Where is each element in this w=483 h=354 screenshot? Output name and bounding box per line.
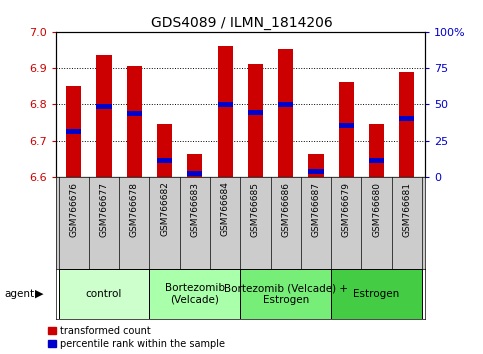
Text: GSM766681: GSM766681 <box>402 182 412 236</box>
Text: GSM766680: GSM766680 <box>372 182 381 236</box>
Bar <box>97 56 112 177</box>
Text: Estrogen: Estrogen <box>354 289 400 299</box>
Bar <box>339 123 354 128</box>
Bar <box>331 269 422 319</box>
Text: GSM766677: GSM766677 <box>99 182 109 236</box>
Text: GSM766682: GSM766682 <box>160 182 169 236</box>
Bar <box>66 86 81 177</box>
Text: GSM766676: GSM766676 <box>69 182 78 236</box>
Bar <box>369 158 384 163</box>
Text: control: control <box>86 289 122 299</box>
Text: GSM766685: GSM766685 <box>251 182 260 236</box>
Text: GSM766684: GSM766684 <box>221 182 229 236</box>
Bar <box>127 66 142 177</box>
Bar <box>241 269 331 319</box>
Bar <box>309 169 324 174</box>
Text: GSM766686: GSM766686 <box>281 182 290 236</box>
Text: GDS4089 / ILMN_1814206: GDS4089 / ILMN_1814206 <box>151 16 332 30</box>
Bar <box>399 116 414 121</box>
Bar <box>157 124 172 177</box>
Bar <box>278 102 293 107</box>
Text: GSM766678: GSM766678 <box>130 182 139 236</box>
Bar <box>217 102 233 107</box>
Text: agent: agent <box>5 289 35 299</box>
Text: GSM766679: GSM766679 <box>342 182 351 236</box>
Text: Bortezomib (Velcade) +
Estrogen: Bortezomib (Velcade) + Estrogen <box>224 283 348 305</box>
Bar <box>187 154 202 177</box>
Text: GSM766687: GSM766687 <box>312 182 321 236</box>
Bar <box>369 124 384 177</box>
Bar <box>97 104 112 109</box>
Bar <box>399 73 414 177</box>
Bar <box>278 49 293 177</box>
Bar <box>339 82 354 177</box>
Bar <box>248 64 263 177</box>
Text: Bortezomib
(Velcade): Bortezomib (Velcade) <box>165 283 225 305</box>
Text: ▶: ▶ <box>35 289 44 299</box>
Text: GSM766683: GSM766683 <box>190 182 199 236</box>
Bar <box>149 269 241 319</box>
Bar <box>127 111 142 116</box>
Bar <box>66 129 81 134</box>
Bar <box>187 171 202 176</box>
Bar <box>58 269 149 319</box>
Legend: transformed count, percentile rank within the sample: transformed count, percentile rank withi… <box>48 326 225 349</box>
Bar <box>217 46 233 177</box>
Bar <box>248 110 263 115</box>
Bar <box>309 154 324 177</box>
Bar <box>157 158 172 163</box>
